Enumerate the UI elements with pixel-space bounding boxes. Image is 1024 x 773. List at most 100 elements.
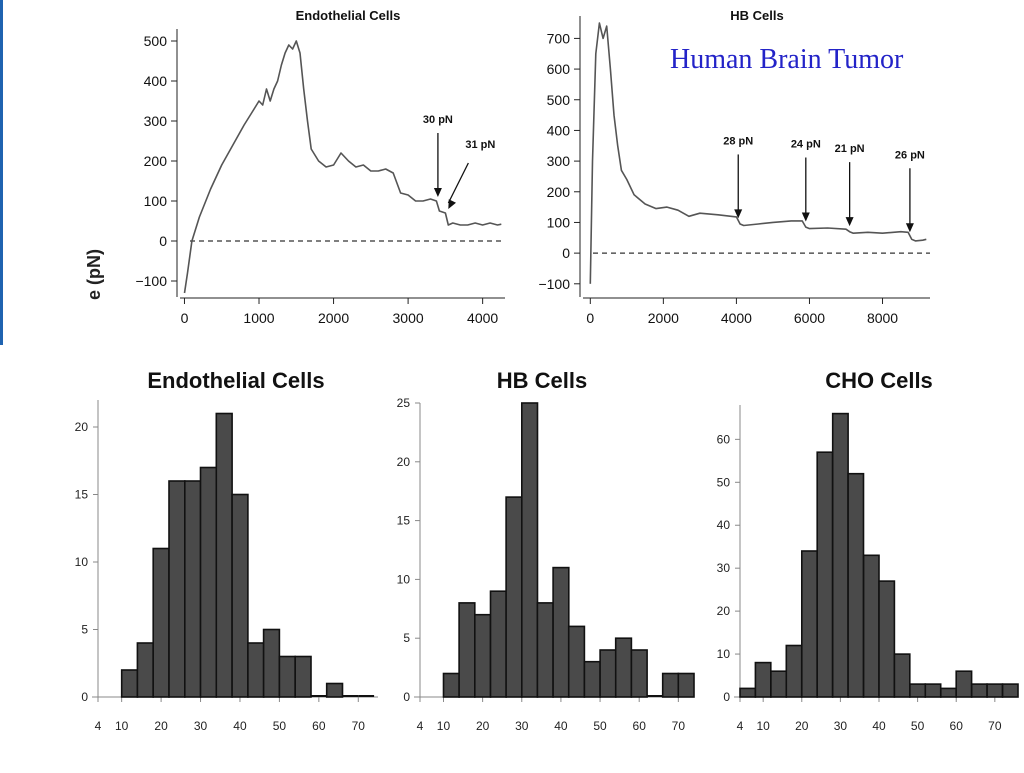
endo-hist-ytick-label: 0	[81, 690, 88, 704]
endo-hist-xtick-label: 60	[312, 719, 326, 733]
hb-trace-annotation-arrow-head	[905, 223, 914, 233]
accent-bar	[0, 0, 3, 345]
cho-hist-xtick-label: 4	[737, 719, 744, 733]
hb-trace-xtick-label: 6000	[794, 310, 825, 326]
hb-hist-ytick-label: 20	[397, 455, 411, 469]
endo-hist-xtick-label: 10	[115, 719, 129, 733]
cho-hist-bar	[955, 670, 973, 698]
endo-hist-xtick-label: 50	[273, 719, 287, 733]
hb-hist-bar	[614, 637, 633, 698]
hb-trace-annotation-arrow-head	[845, 217, 854, 227]
hb-trace-annotation-label: 24 pN	[791, 139, 821, 151]
endo-hist-bar	[294, 655, 312, 698]
hb-hist-bar	[599, 649, 617, 698]
endo-hist-bar	[152, 547, 170, 698]
hb-hist-xtick-label: 70	[672, 719, 686, 733]
cho-hist-ytick-label: 30	[717, 561, 731, 575]
endo-trace-ytick-label: 500	[144, 33, 168, 49]
hb-hist-ytick-label: 5	[403, 631, 410, 645]
hb-hist-ytick-label: 25	[397, 396, 411, 410]
hb-trace-annotation-label: 28 pN	[723, 135, 753, 147]
endo-trace-annotation-arrow-shaft	[447, 162, 469, 204]
endo-hist-bar	[278, 655, 296, 698]
hb-trace-ytick-label: 100	[547, 214, 571, 230]
endo-hist-bar	[184, 480, 202, 698]
cho-hist-bar	[893, 653, 911, 698]
cho-hist-bar	[924, 683, 942, 698]
endo-trace-ytick-label: 200	[144, 153, 168, 169]
endo-hist-xtick-label: 20	[154, 719, 168, 733]
hb-trace-ytick-label: 400	[547, 122, 571, 138]
endo-trace-ytick-label: 0	[159, 233, 167, 249]
endo-hist-bar	[247, 642, 265, 698]
hb-hist-bar	[677, 672, 695, 698]
endo-trace-xtick-label: 1000	[243, 310, 274, 326]
endo-hist-title: Endothelial Cells	[147, 368, 324, 393]
cho-hist-bar	[939, 687, 957, 698]
cho-hist-xtick-label: 60	[950, 719, 964, 733]
cho-hist-bar	[970, 683, 988, 698]
hb-hist-bar	[661, 672, 680, 698]
hb-trace-annotation-label: 26 pN	[895, 149, 925, 161]
cho-hist-bar	[739, 687, 757, 698]
cho-hist-bar	[800, 550, 818, 698]
endo-hist-xtick-label: 30	[194, 719, 208, 733]
endo-trace-chart: Endothelial Cells −100 0 100 200 300 400 500 0 10…	[135, 8, 505, 326]
endo-hist-bar	[262, 628, 281, 698]
endo-hist-ytick-label: 15	[75, 488, 89, 502]
hb-hist-xtick-label: 30	[515, 719, 529, 733]
cho-hist-bar	[878, 580, 896, 698]
hb-hist-chart: HB Cells 0 5 10 15 20 25 4 10 20 30 40 50 60 70	[397, 368, 695, 733]
endo-hist-bar	[168, 480, 186, 698]
cho-hist-bar	[847, 472, 865, 698]
endo-hist-chart: Endothelial Cells 0 5 10 15 20 4 10 20 30 40 50 60 70	[75, 368, 378, 733]
endo-hist-bar	[120, 669, 139, 698]
hb-hist-bar	[536, 602, 554, 698]
hb-hist-bar	[567, 625, 586, 698]
hb-trace-xtick-label: 8000	[867, 310, 898, 326]
cho-hist-bar	[816, 451, 834, 698]
hb-hist-bar	[505, 496, 523, 698]
hb-hist-bar	[458, 602, 476, 698]
hb-hist-xtick-label: 40	[554, 719, 568, 733]
hb-hist-xtick-label: 20	[476, 719, 490, 733]
hb-hist-bar	[552, 566, 570, 698]
hb-trace-xtick-label: 0	[586, 310, 594, 326]
cho-hist-ytick-label: 40	[717, 518, 731, 532]
hb-hist-bar	[520, 402, 539, 698]
hb-trace-ytick-label: 300	[547, 153, 571, 169]
endo-trace-annotation-arrow-head	[448, 199, 456, 209]
endo-hist-bar	[136, 642, 154, 698]
endo-trace-title: Endothelial Cells	[296, 8, 401, 23]
endo-trace-xtick-label: 2000	[318, 310, 349, 326]
hb-hist-ytick-label: 0	[403, 690, 410, 704]
cho-hist-bar	[754, 661, 772, 698]
endo-trace-annotation-arrow-head	[433, 188, 442, 197]
endo-hist-bar	[325, 682, 344, 698]
cho-hist-xtick-label: 50	[911, 719, 925, 733]
endo-trace-annotation-label: 30 pN	[423, 114, 453, 126]
hb-hist-bar	[473, 613, 492, 698]
endo-trace-xtick-label: 0	[181, 310, 189, 326]
hb-hist-bar	[442, 672, 460, 698]
hb-hist-xtick-label: 60	[633, 719, 647, 733]
endo-hist-xtick-label: 40	[233, 719, 247, 733]
hb-trace-ytick-label: −100	[538, 276, 570, 292]
endo-hist-bar	[215, 412, 233, 698]
endo-trace-ytick-label: −100	[135, 273, 167, 289]
hb-hist-ytick-label: 10	[397, 572, 411, 586]
cho-hist-ytick-label: 20	[717, 604, 731, 618]
hb-trace-ytick-label: 500	[547, 92, 571, 108]
hb-trace-annotation-arrow-head	[734, 209, 743, 219]
cho-hist-bar	[785, 644, 803, 698]
hb-trace-title: HB Cells	[730, 8, 783, 23]
cho-hist-bar	[831, 412, 849, 698]
hb-trace-chart: HB Cells −100 0 100 200 300 400 500 600 700 0 2000 4…	[538, 8, 930, 326]
cho-hist-bar	[986, 683, 1004, 698]
cho-hist-xtick-label: 70	[988, 719, 1002, 733]
caption-human-brain-tumor: Human Brain Tumor	[670, 44, 904, 75]
hb-trace-ytick-label: 200	[547, 184, 571, 200]
cho-hist-ytick-label: 50	[717, 475, 731, 489]
cho-hist-bar	[909, 683, 927, 698]
